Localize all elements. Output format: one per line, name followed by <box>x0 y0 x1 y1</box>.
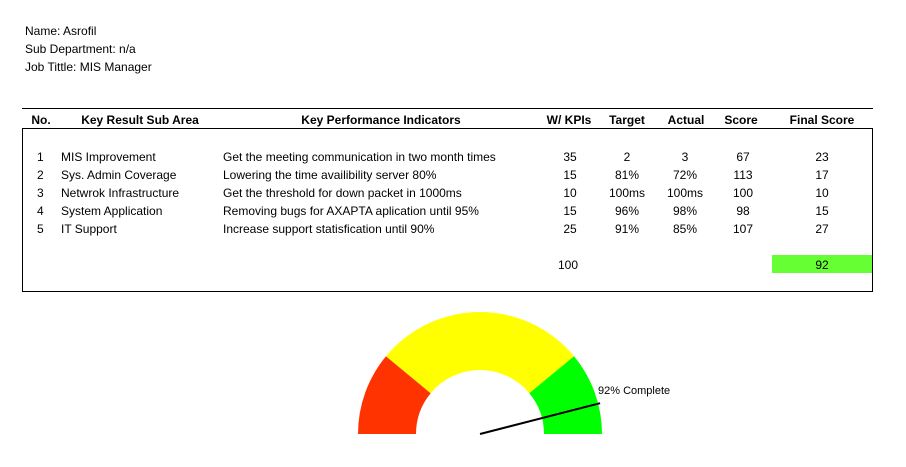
row-weight: 25 <box>563 222 577 236</box>
row-no: 2 <box>37 168 44 182</box>
row-actual: 98% <box>672 204 698 218</box>
header-final-score: Final Score <box>789 113 855 127</box>
row-actual: 3 <box>681 150 689 164</box>
employee-job-title: Job Tittle: MIS Manager <box>25 60 152 74</box>
total-final-score-highlight <box>772 255 872 273</box>
gauge-segment-green <box>529 356 602 434</box>
row-score: 107 <box>732 222 754 236</box>
row-no: 4 <box>37 204 44 218</box>
row-weight: 10 <box>563 186 577 200</box>
header-score: Score <box>724 113 758 127</box>
total-weight: 100 <box>557 258 579 272</box>
row-kpi: Removing bugs for AXAPTA aplication unti… <box>223 204 479 218</box>
row-kpi: Increase support statisfication until 90… <box>223 222 435 236</box>
row-final-score: 23 <box>815 150 829 164</box>
header-weight-kpis: W/ KPIs <box>546 113 592 127</box>
employee-sub-department: Sub Department: n/a <box>25 42 136 56</box>
gauge-needle <box>479 402 601 435</box>
employee-name: Name: Asrofil <box>25 24 97 38</box>
header-no: No. <box>31 113 51 127</box>
row-score: 113 <box>733 168 753 182</box>
row-kpi: Get the threshold for down packet in 100… <box>223 186 462 200</box>
row-actual: 72% <box>672 168 698 182</box>
header-key-result-sub-area: Key Result Sub Area <box>81 113 199 127</box>
row-area: MIS Improvement <box>61 150 156 164</box>
kpi-table-body-box <box>22 128 873 292</box>
gauge-segment-yellow <box>385 312 575 394</box>
table-header-bottom-border <box>22 128 873 129</box>
completion-gauge <box>358 312 602 435</box>
row-final-score: 15 <box>815 204 829 218</box>
row-score: 100 <box>732 186 754 200</box>
row-kpi: Lowering the time availibility server 80… <box>223 168 437 182</box>
row-no: 3 <box>37 186 44 200</box>
row-area: System Application <box>61 204 163 218</box>
row-weight: 15 <box>563 168 577 182</box>
row-score: 67 <box>736 150 750 164</box>
row-target: 100ms <box>608 186 646 200</box>
row-no: 1 <box>37 150 44 164</box>
row-area: Sys. Admin Coverage <box>61 168 177 182</box>
header-key-performance-indicators: Key Performance Indicators <box>301 113 461 127</box>
row-weight: 15 <box>563 204 577 218</box>
row-target: 81% <box>614 168 640 182</box>
row-final-score: 17 <box>815 168 829 182</box>
row-kpi: Get the meeting communication in two mon… <box>223 150 496 164</box>
row-no: 5 <box>37 222 44 236</box>
row-score: 98 <box>736 204 750 218</box>
row-target: 96% <box>614 204 640 218</box>
row-area: Netwrok Infrastructure <box>61 186 180 200</box>
row-area: IT Support <box>61 222 117 236</box>
total-final-score: 92 <box>815 258 829 272</box>
row-target: 2 <box>623 150 631 164</box>
row-weight: 35 <box>563 150 577 164</box>
gauge-complete-label: 92% Complete <box>598 385 671 397</box>
row-target: 91% <box>614 222 640 236</box>
employee-info: Name: Asrofil Sub Department: n/a Job Ti… <box>25 22 152 76</box>
row-final-score: 27 <box>815 222 829 236</box>
gauge-segment-red <box>358 356 431 434</box>
table-header-top-border <box>22 108 873 109</box>
row-actual: 100ms <box>666 186 704 200</box>
header-target: Target <box>609 113 645 127</box>
row-final-score: 10 <box>815 186 829 200</box>
row-actual: 85% <box>672 222 698 236</box>
header-actual: Actual <box>667 113 705 127</box>
